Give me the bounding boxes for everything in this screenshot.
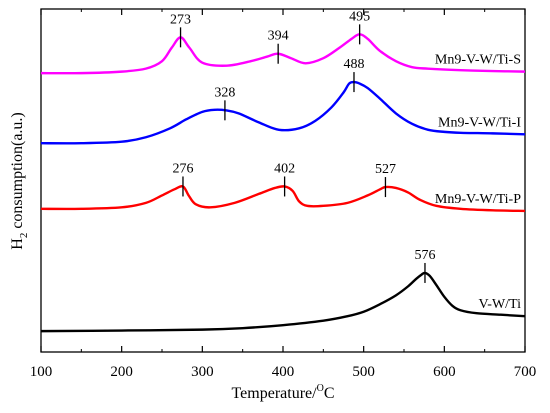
y-axis-title-main: H <box>9 238 26 250</box>
series-label-mn9-v-w-ti-i: Mn9-V-W/Ti-I <box>438 115 521 130</box>
y-axis-title-rest: consumption(a.u.) <box>9 112 26 232</box>
peak-label-mn9-v-w-ti-i-328: 328 <box>214 85 235 100</box>
series-label-v-w-ti: V-W/Ti <box>478 297 521 312</box>
x-tick-label-600: 600 <box>433 364 456 380</box>
x-axis-title: Temperature/OC <box>232 383 335 402</box>
y-axis-title: H2 consumption(a.u.) <box>9 112 30 249</box>
peak-label-mn9-v-w-ti-s-495: 495 <box>349 9 370 24</box>
x-tick-label-300: 300 <box>191 364 214 380</box>
x-tick-label-400: 400 <box>272 364 295 380</box>
annotations-layer: Mn9-V-W/Ti-S 273 394 495 Mn9-V-W/Ti-I 328 488 M… <box>170 9 521 312</box>
x-tick-label-700: 700 <box>514 364 537 380</box>
x-tick-label-100: 100 <box>30 364 53 380</box>
curves-layer <box>40 33 526 333</box>
x-axis-title-sup: O <box>317 383 324 394</box>
x-tick-label-200: 200 <box>110 364 133 380</box>
x-axis: 100 200 300 400 500 600 700 <box>30 9 537 380</box>
series-line-v-w-ti <box>40 271 526 333</box>
series-line-mn9-v-w-ti-i <box>40 80 526 145</box>
x-tick-label-500: 500 <box>352 364 375 380</box>
series-label-mn9-v-w-ti-s: Mn9-V-W/Ti-S <box>435 53 521 68</box>
peak-label-v-w-ti-576: 576 <box>414 248 435 263</box>
series-line-mn9-v-w-ti-s <box>40 33 526 75</box>
series-label-mn9-v-w-ti-p: Mn9-V-W/Ti-P <box>435 192 521 207</box>
peak-label-mn9-v-w-ti-p-527: 527 <box>375 162 396 177</box>
y-axis-title-sub: 2 <box>18 233 30 239</box>
x-axis-title-main: Temperature/ <box>232 385 318 402</box>
peak-label-mn9-v-w-ti-s-273: 273 <box>170 12 191 27</box>
peak-label-mn9-v-w-ti-s-394: 394 <box>268 29 289 44</box>
peak-label-mn9-v-w-ti-p-276: 276 <box>172 161 193 176</box>
peak-label-mn9-v-w-ti-p-402: 402 <box>274 161 295 176</box>
series-line-mn9-v-w-ti-p <box>40 185 526 213</box>
x-axis-title-unit: C <box>324 385 335 402</box>
peak-label-mn9-v-w-ti-i-488: 488 <box>343 57 364 72</box>
